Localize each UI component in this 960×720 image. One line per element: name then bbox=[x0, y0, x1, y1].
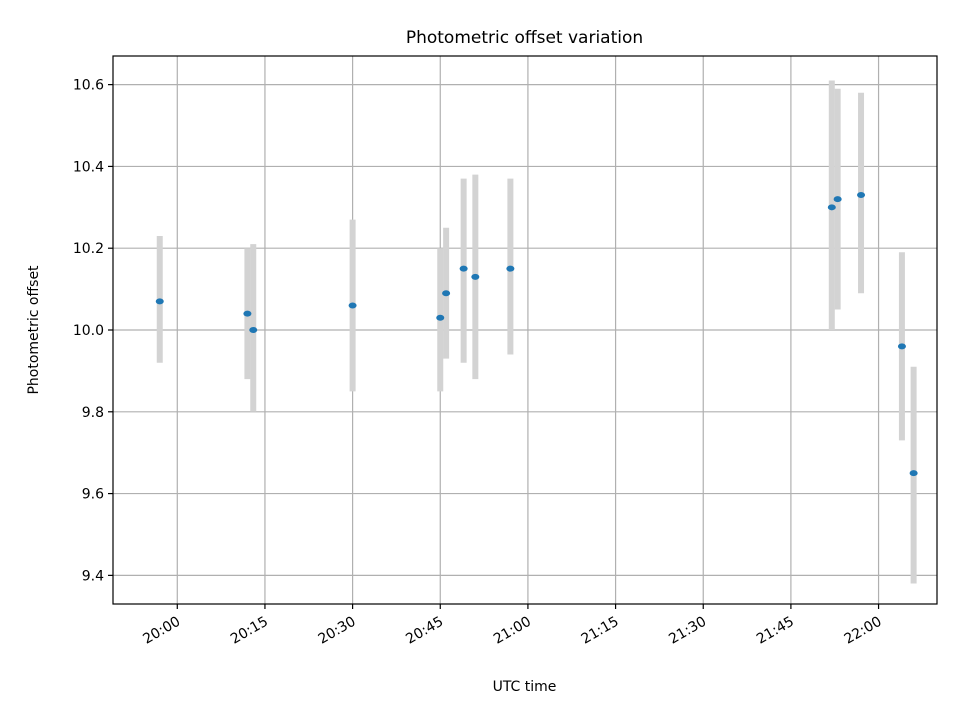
data-markers bbox=[155, 192, 918, 477]
data-point bbox=[857, 192, 866, 199]
data-point bbox=[243, 310, 252, 317]
y-tick-label: 9.4 bbox=[82, 568, 104, 584]
y-tick-label: 9.6 bbox=[82, 487, 104, 503]
data-point bbox=[249, 327, 258, 333]
y-tick-label: 9.8 bbox=[82, 405, 104, 421]
data-point bbox=[833, 196, 842, 203]
y-axis-label: Photometric offset bbox=[26, 265, 42, 395]
data-point bbox=[909, 470, 918, 477]
y-tick-label: 10.2 bbox=[73, 241, 104, 257]
y-axis-ticks: 9.4 9.6 9.8 10.0 10.2 10.4 10.6 bbox=[73, 78, 113, 584]
data-point bbox=[442, 290, 451, 297]
data-point bbox=[897, 343, 906, 350]
y-tick-label: 10.6 bbox=[73, 78, 104, 94]
data-point bbox=[459, 265, 468, 272]
data-point bbox=[506, 265, 515, 272]
data-point bbox=[827, 204, 836, 211]
y-tick-label: 10.4 bbox=[73, 159, 104, 175]
data-point bbox=[436, 314, 445, 321]
y-tick-label: 10.0 bbox=[73, 323, 104, 339]
x-axis-label: UTC time bbox=[493, 679, 557, 695]
data-point bbox=[471, 273, 480, 280]
data-point bbox=[348, 302, 357, 309]
data-point bbox=[155, 298, 164, 305]
chart-title: Photometric offset variation bbox=[406, 28, 643, 48]
